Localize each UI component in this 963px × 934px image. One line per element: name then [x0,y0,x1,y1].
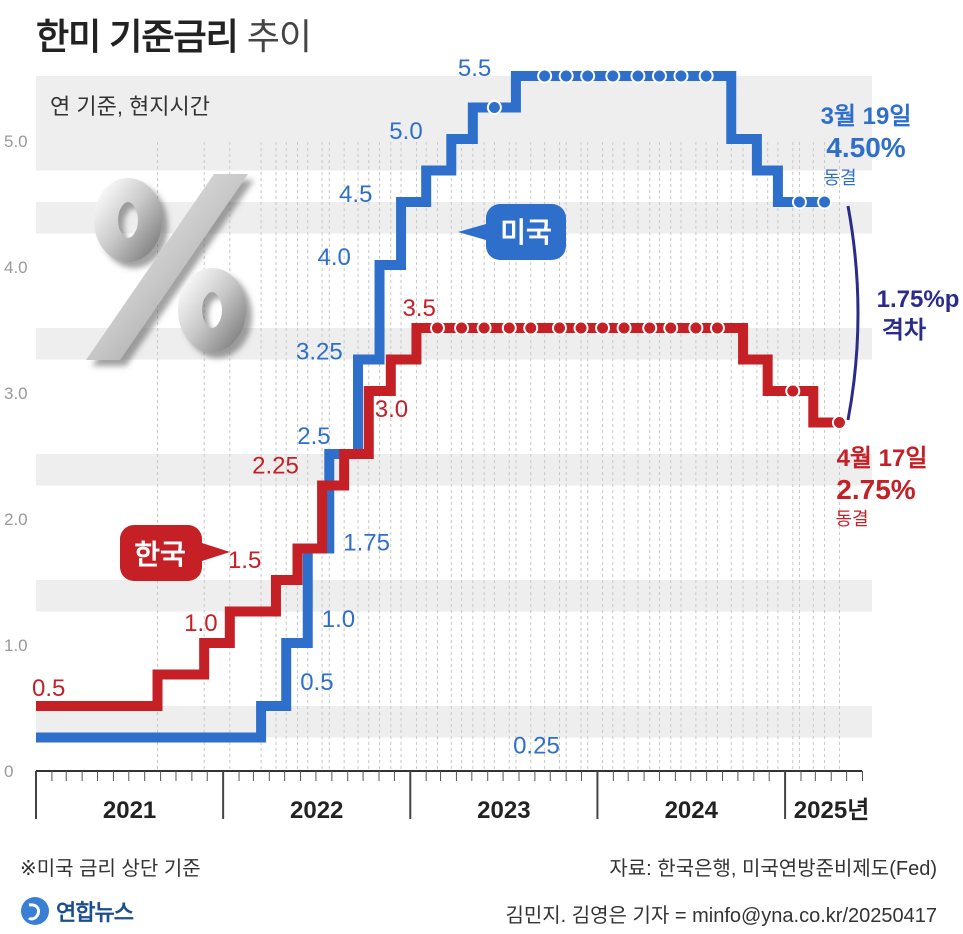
grid-band [36,202,872,234]
kr-hold-marker [688,320,704,336]
kr-hold-marker [573,320,589,336]
us-hold-marker [605,68,621,84]
kr-value-label: 1.5 [228,547,261,574]
gap-label: 격차 [882,317,926,344]
x-year-label: 2024 [665,797,719,824]
x-year-label: 2022 [290,797,343,824]
us-value-label: 1.75 [343,530,390,557]
source-text: 자료: 한국은행, 미국연방준비제도(Fed) [609,858,937,880]
kr-hold-marker [595,320,611,336]
us-end-date: 3월 19일 [821,103,912,130]
y-tick-label: 4.0 [4,258,28,277]
us-value-label: 5.0 [389,118,422,145]
chart-title: 한미 기준금리 추이 [36,8,312,60]
gap-value: 1.75%p [877,286,960,313]
kr-end-annotation: 4월 17일 2.75% 동결 [835,445,927,529]
kr-hold-marker [551,320,567,336]
us-value-label: 0.5 [300,669,333,696]
us-value-label: 0.25 [513,733,560,760]
kr-hold-marker [785,383,801,399]
kr-hold-marker [831,415,847,430]
y-tick-label: 3.0 [4,384,28,403]
us-hold-marker [630,68,646,84]
chart-subtitle: 연 기준, 현지시간 [50,94,210,119]
title-light: 추이 [246,16,312,57]
x-year-label: 2025년 [794,797,869,824]
y-tick-label: 5.0 [4,132,28,151]
kr-end-rate: 2.75% [836,474,915,505]
yonhap-logo-icon [21,897,49,925]
us-value-label: 2.5 [297,423,330,450]
yonhap-logo: 연합뉴스 [20,895,134,927]
kr-value-label: 2.25 [252,453,299,480]
yonhap-logo-text: 연합뉴스 [56,900,134,925]
kr-hold-marker [454,320,470,336]
title-bold: 한미 기준금리 [36,16,239,57]
us-value-label: 3.25 [296,339,343,366]
x-year-label: 2023 [477,797,530,824]
us-hold-marker [537,68,553,84]
kr-badge: 한국 [120,525,230,581]
x-year-label: 2021 [103,797,156,824]
kr-hold-marker [616,320,632,336]
percent-icon [86,174,248,360]
kr-end-status: 동결 [835,509,868,529]
us-hold-marker [791,194,807,210]
kr-rate-line [36,323,840,711]
us-end-rate: 4.50% [826,132,905,163]
kr-hold-marker [709,320,725,336]
kr-hold-marker [501,320,517,336]
us-hold-marker [651,68,667,84]
gap-bracket [846,205,860,421]
gap-annotation: 1.75%p 격차 [846,205,960,421]
grid-band [36,706,872,738]
kr-value-label: 3.5 [402,295,435,322]
us-rate-line [36,71,825,743]
us-hold-marker [673,68,689,84]
kr-end-date: 4월 17일 [837,445,928,472]
kr-badge-label: 한국 [134,539,186,570]
y-tick-label: 2.0 [4,510,28,529]
us-value-label: 4.5 [339,181,372,208]
us-end-annotation: 3월 19일 4.50% 동결 [821,103,912,188]
us-value-label: 5.5 [458,55,491,82]
us-badge: 미국 [458,204,566,260]
us-hold-marker [558,68,574,84]
grid-band [36,580,872,612]
us-hold-marker [486,100,502,115]
kr-hold-marker [642,320,658,336]
credit-text: 김민지. 김영은 기자 = minfo@yna.co.kr/20250417 [505,905,937,927]
kr-hold-marker [476,320,492,336]
grid-band [36,328,872,360]
us-value-label: 4.0 [318,244,351,271]
kr-hold-marker [663,320,679,336]
kr-value-label: 1.0 [184,610,217,637]
grid-band [36,454,872,486]
us-hold-marker [817,194,833,210]
y-tick-label: 0 [4,762,13,781]
kr-hold-marker [523,320,539,336]
us-value-label: 1.0 [322,606,355,633]
us-end-status: 동결 [823,168,856,188]
us-hold-marker [580,68,596,84]
kr-hold-marker [429,320,445,336]
footnote: ※미국 금리 상단 기준 [20,858,201,880]
kr-value-label: 0.5 [32,675,65,702]
us-hold-marker [698,68,714,84]
y-tick-label: 1.0 [4,636,28,655]
us-badge-label: 미국 [500,217,552,248]
kr-value-label: 3.0 [375,396,408,423]
